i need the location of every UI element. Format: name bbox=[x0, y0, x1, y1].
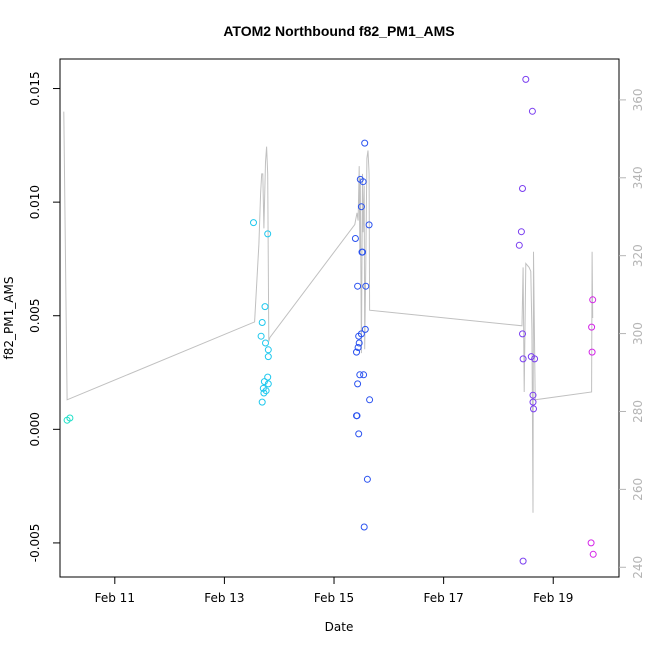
data-point bbox=[262, 387, 270, 395]
data-point bbox=[361, 139, 369, 147]
data-point bbox=[66, 414, 74, 422]
data-point bbox=[264, 230, 272, 238]
data-point bbox=[361, 325, 369, 333]
data-point bbox=[260, 389, 268, 397]
y-tick-label: 0.005 bbox=[28, 299, 42, 333]
data-point bbox=[362, 282, 370, 290]
x-tick-label: Feb 13 bbox=[204, 591, 244, 605]
data-point bbox=[366, 396, 374, 404]
data-point bbox=[519, 185, 526, 192]
y2-tick-label: 360 bbox=[631, 88, 645, 111]
data-point bbox=[589, 550, 597, 558]
data-point bbox=[354, 380, 362, 388]
y-tick-label: 0.010 bbox=[28, 185, 42, 219]
data-point bbox=[264, 346, 272, 354]
data-point bbox=[365, 221, 373, 229]
data-point bbox=[530, 405, 537, 413]
data-point bbox=[588, 348, 596, 356]
data-point bbox=[258, 398, 266, 406]
data-point bbox=[264, 380, 272, 388]
secondary-line-layer bbox=[63, 111, 594, 513]
data-point bbox=[359, 178, 367, 186]
chart-title: ATOM2 Northbound f82_PM1_AMS bbox=[223, 23, 454, 39]
secondary-series-line bbox=[63, 111, 594, 513]
x-tick-label: Feb 17 bbox=[423, 591, 463, 605]
data-point bbox=[264, 353, 272, 361]
points-layer bbox=[63, 75, 597, 565]
data-point bbox=[589, 296, 597, 304]
plot-frame bbox=[59, 58, 620, 578]
data-point bbox=[360, 371, 368, 379]
data-point bbox=[359, 248, 366, 256]
data-point bbox=[587, 539, 595, 547]
y-axis-label: f82_PM1_AMS bbox=[2, 277, 16, 360]
y-tick-label: 0.015 bbox=[28, 71, 42, 105]
x-tick-label: Feb 15 bbox=[314, 591, 354, 605]
x-axis-label: Date bbox=[325, 620, 354, 634]
data-point bbox=[531, 355, 539, 363]
y-axis: -0.005 0.000 0.005 0.010 0.015 bbox=[28, 71, 61, 563]
data-point bbox=[515, 241, 523, 249]
data-point bbox=[356, 371, 364, 379]
y2-tick-label: 240 bbox=[631, 556, 645, 579]
data-point bbox=[522, 75, 530, 83]
y-tick-label: 0.000 bbox=[28, 412, 42, 446]
data-point bbox=[517, 228, 525, 236]
data-point bbox=[357, 330, 365, 338]
data-point bbox=[363, 475, 371, 483]
y2-tick-label: 340 bbox=[631, 166, 645, 189]
data-point bbox=[519, 355, 527, 363]
data-point bbox=[528, 107, 536, 115]
y2-tick-label: 320 bbox=[631, 244, 645, 267]
y2-tick-label: 260 bbox=[631, 478, 645, 501]
x-axis: Feb 11 Feb 13 Feb 15 Feb 17 Feb 19 bbox=[95, 576, 573, 605]
data-point bbox=[588, 323, 596, 331]
data-point bbox=[258, 319, 266, 326]
data-point bbox=[360, 523, 368, 531]
data-point bbox=[351, 235, 359, 242]
data-point bbox=[257, 332, 265, 340]
data-point bbox=[355, 339, 363, 347]
y2-tick-label: 300 bbox=[631, 322, 645, 345]
y2-axis: 240 260 280 300 320 340 360 bbox=[619, 88, 645, 579]
data-point bbox=[519, 557, 527, 565]
data-point bbox=[353, 348, 360, 356]
data-point bbox=[262, 339, 269, 347]
y-tick-label: -0.005 bbox=[28, 524, 42, 563]
data-point bbox=[264, 373, 272, 381]
data-point bbox=[261, 303, 269, 311]
data-point bbox=[250, 219, 257, 227]
data-point bbox=[353, 412, 361, 420]
x-tick-label: Feb 19 bbox=[533, 591, 573, 605]
y2-tick-label: 280 bbox=[631, 400, 645, 423]
data-point bbox=[354, 282, 362, 290]
x-tick-label: Feb 11 bbox=[95, 591, 135, 605]
data-point bbox=[355, 430, 363, 438]
data-point bbox=[529, 398, 537, 406]
data-point bbox=[357, 203, 365, 211]
data-point bbox=[354, 344, 362, 351]
data-point bbox=[529, 391, 537, 399]
data-point bbox=[260, 378, 268, 386]
data-point bbox=[519, 330, 526, 338]
